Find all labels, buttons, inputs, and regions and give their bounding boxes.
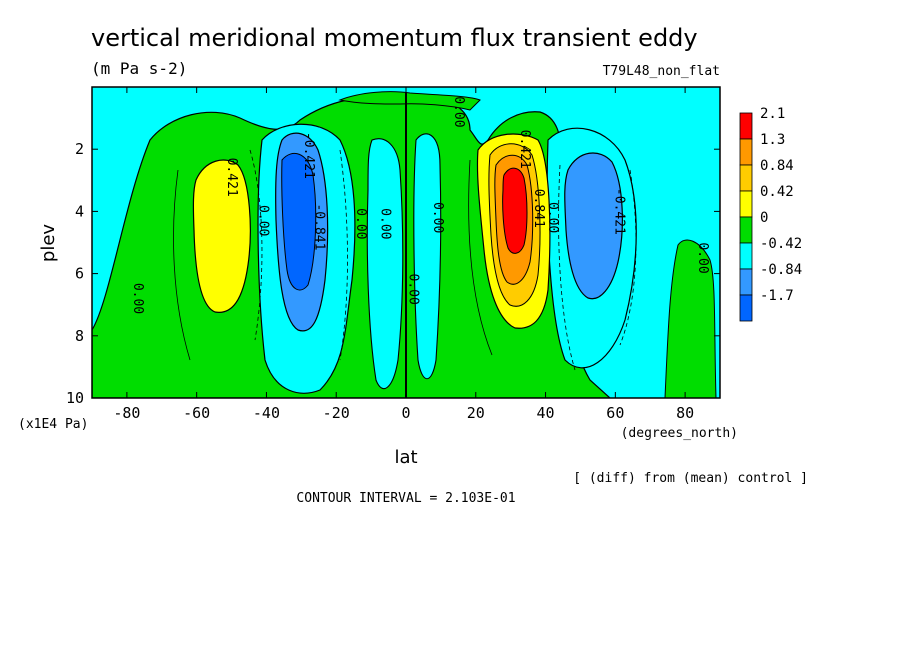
- legend-label: 1.3: [760, 132, 785, 148]
- contour-label: -0.421: [301, 132, 316, 179]
- x-axis-label: lat: [394, 447, 417, 468]
- region-green-top: [338, 91, 481, 111]
- contour-label: 0.421: [224, 158, 239, 197]
- x-axis: -80 -60 -40 -20 0 20 40 60 80: [113, 87, 694, 422]
- y-tick-label: 4: [75, 202, 84, 220]
- run-label: T79L48_non_flat: [603, 64, 720, 79]
- legend-swatch: [739, 242, 753, 270]
- region-cyan-eq2: [413, 133, 442, 380]
- chart-units: (m Pa s-2): [91, 59, 187, 78]
- contour-line-3: [173, 169, 191, 361]
- legend-swatch: [739, 190, 753, 218]
- region-yellow-sh: [192, 159, 251, 313]
- legend-label: -1.7: [760, 288, 794, 304]
- x-tick-label: 60: [606, 404, 624, 422]
- region-blue-nh: [564, 152, 623, 300]
- x-tick-label: 40: [537, 404, 555, 422]
- contour-label: 0.00: [405, 273, 420, 304]
- legend-label: 0.84: [760, 158, 794, 174]
- chart-title: vertical meridional momentum flux transi…: [91, 24, 698, 52]
- legend-swatch: [739, 164, 753, 192]
- x-tick-label: -40: [253, 404, 280, 422]
- region-blue-sh-inner: [281, 152, 317, 291]
- legend-swatch: [739, 294, 753, 322]
- contour-label: 0.841: [531, 189, 546, 228]
- y-axis-units: (x1E4 Pa): [18, 417, 88, 432]
- x-tick-label: -20: [323, 404, 350, 422]
- legend-label: -0.42: [760, 236, 802, 252]
- contour-label: -0.841: [311, 203, 326, 250]
- x-axis-units: (degrees_north): [621, 426, 738, 441]
- x-tick-label: -80: [113, 404, 140, 422]
- contour-label: 0.00: [353, 208, 368, 239]
- legend-label: 2.1: [760, 106, 785, 122]
- contour-labels: 0.421 -0.421 -0.841 0.00 0.00 0.00 0.00 0.00 0.0…: [130, 96, 710, 314]
- contour-label: 0.00: [130, 283, 145, 314]
- contour-line-4: [468, 159, 493, 356]
- contour-label: 0.00: [451, 96, 466, 127]
- region-cyan-eq: [366, 138, 404, 390]
- region-red-nh: [502, 167, 528, 254]
- x-tick-label: 20: [467, 404, 485, 422]
- contour-label: -0.421: [611, 188, 626, 235]
- contour-interval: CONTOUR INTERVAL = 2.103E-01: [296, 491, 515, 506]
- legend-swatch: [739, 138, 753, 166]
- legend-swatch: [739, 268, 753, 296]
- legend-label: -0.84: [760, 262, 802, 278]
- legend: 2.1 1.3 0.84 0.42 0 -0.42 -0.84 -1.7: [739, 106, 802, 322]
- legend-label: 0.42: [760, 184, 794, 200]
- contour-line-1: [249, 149, 263, 341]
- y-tick-label: 10: [66, 389, 84, 407]
- legend-swatch: [739, 216, 753, 244]
- x-tick-label: -60: [183, 404, 210, 422]
- y-tick-label: 6: [75, 265, 84, 283]
- y-axis-label: plev: [38, 224, 59, 263]
- contour-label: 0.00: [378, 208, 393, 239]
- legend-label: 0: [760, 210, 768, 226]
- y-axis: 2 4 6 8 10: [66, 140, 720, 407]
- contour-label: 0.421: [517, 130, 532, 169]
- x-tick-label: 0: [401, 404, 410, 422]
- diff-note: [ (diff) from (mean) control ]: [573, 471, 808, 486]
- plot-area: [92, 87, 720, 398]
- contour-label: 0.00: [695, 242, 710, 273]
- y-tick-label: 8: [75, 327, 84, 345]
- legend-swatch: [739, 112, 753, 140]
- contour-label: 0.00: [255, 205, 270, 236]
- contour-label: 0.00: [545, 202, 560, 233]
- y-tick-label: 2: [75, 140, 84, 158]
- x-tick-label: 80: [676, 404, 694, 422]
- region-green-right: [664, 239, 717, 398]
- contour-label: 0.00: [430, 202, 445, 233]
- contour-line-6: [619, 169, 637, 346]
